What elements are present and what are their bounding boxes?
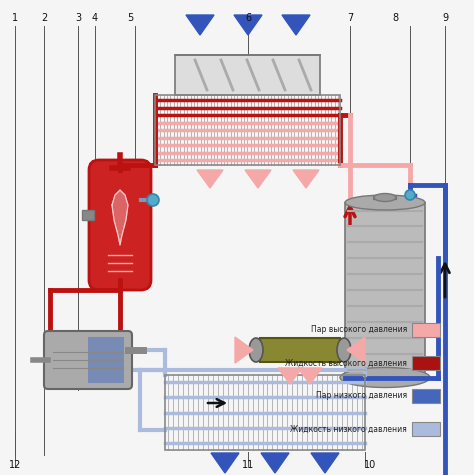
Text: Пар низкого давления: Пар низкого давления — [316, 391, 407, 400]
Text: Пар высокого давления: Пар высокого давления — [311, 325, 407, 334]
Polygon shape — [282, 15, 310, 35]
Circle shape — [147, 194, 159, 206]
Text: 6: 6 — [245, 13, 251, 23]
Polygon shape — [197, 170, 223, 188]
Text: Жидкость высокого давления: Жидкость высокого давления — [285, 359, 407, 368]
Text: 11: 11 — [242, 460, 254, 470]
Bar — [82, 210, 94, 220]
Circle shape — [405, 190, 415, 200]
Bar — [175, 55, 320, 95]
Ellipse shape — [340, 368, 430, 388]
Ellipse shape — [374, 193, 396, 201]
FancyBboxPatch shape — [89, 160, 151, 290]
Polygon shape — [311, 453, 339, 473]
Polygon shape — [186, 15, 214, 35]
Polygon shape — [112, 190, 128, 245]
Text: Жидкость низкого давления: Жидкость низкого давления — [290, 425, 407, 434]
Text: 1: 1 — [12, 13, 18, 23]
Polygon shape — [293, 170, 319, 188]
Polygon shape — [278, 368, 302, 384]
Text: 5: 5 — [127, 13, 133, 23]
FancyBboxPatch shape — [44, 331, 132, 389]
Bar — [412, 356, 440, 370]
Text: 12: 12 — [9, 460, 21, 470]
Bar — [155, 95, 340, 165]
Bar — [412, 389, 440, 403]
Bar — [412, 422, 440, 436]
Bar — [412, 323, 440, 337]
Ellipse shape — [337, 338, 351, 362]
Polygon shape — [245, 170, 271, 188]
Polygon shape — [298, 368, 322, 384]
Polygon shape — [235, 337, 253, 363]
Text: 2: 2 — [41, 13, 47, 23]
Text: 8: 8 — [392, 13, 398, 23]
Bar — [260, 338, 340, 362]
Ellipse shape — [345, 195, 425, 210]
Text: 7: 7 — [347, 13, 353, 23]
Bar — [88, 337, 124, 383]
Text: 3: 3 — [75, 13, 81, 23]
Polygon shape — [347, 337, 365, 363]
Polygon shape — [234, 15, 262, 35]
Polygon shape — [261, 453, 289, 473]
Text: 4: 4 — [92, 13, 98, 23]
Text: 10: 10 — [364, 460, 376, 470]
Text: 9: 9 — [442, 13, 448, 23]
Bar — [165, 375, 365, 450]
Bar — [345, 202, 425, 378]
Ellipse shape — [249, 338, 263, 362]
Polygon shape — [211, 453, 239, 473]
